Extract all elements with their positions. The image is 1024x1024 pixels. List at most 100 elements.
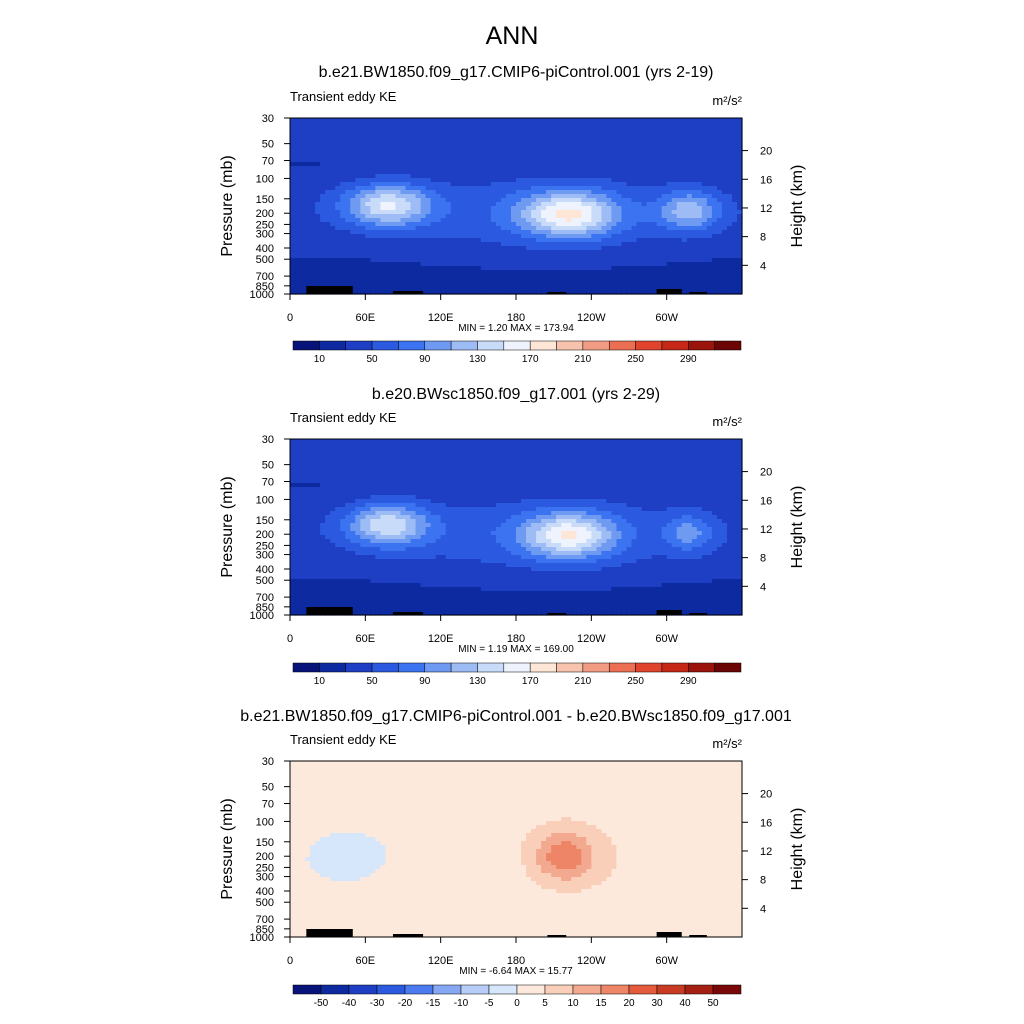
- contour-cell: [726, 174, 733, 179]
- contour-cell: [606, 166, 613, 171]
- contour-cell: [606, 455, 613, 460]
- contour-cell: [355, 250, 361, 255]
- contour-cell: [405, 122, 412, 127]
- contour-cell: [385, 439, 392, 444]
- colorbar-swatch: [503, 340, 531, 351]
- contour-cell: [295, 170, 301, 175]
- contour-cell: [335, 166, 341, 171]
- contour-cell: [335, 122, 341, 127]
- contour-cell: [516, 274, 522, 279]
- contour-cell: [736, 266, 743, 271]
- contour-cell: [596, 154, 602, 159]
- contour-cell: [340, 443, 346, 448]
- contour-cell: [561, 126, 567, 131]
- contour-cell: [666, 439, 673, 444]
- contour-cell: [395, 222, 402, 227]
- contour-cell: [295, 254, 301, 259]
- contour-cell: [365, 250, 371, 255]
- contour-cell: [450, 166, 457, 171]
- contour-cell: [571, 182, 577, 187]
- contour-cell: [460, 178, 467, 183]
- contour-cell: [591, 194, 597, 199]
- contour-cell: [390, 138, 397, 143]
- contour-cell: [365, 286, 371, 291]
- contour-cell: [566, 150, 572, 155]
- contour-cell: [345, 202, 351, 207]
- contour-cell: [541, 202, 547, 207]
- contour-cell: [305, 126, 311, 131]
- contour-cell: [475, 206, 482, 211]
- contour-cell: [510, 134, 517, 139]
- contour-cell: [380, 218, 387, 223]
- contour-cell: [395, 270, 402, 275]
- contour-cell: [531, 182, 537, 187]
- contour-cell: [646, 174, 653, 179]
- contour-cell: [325, 186, 331, 191]
- contour-cell: [410, 278, 417, 283]
- contour-cell: [500, 126, 507, 131]
- contour-cell: [556, 447, 562, 452]
- contour-cell: [721, 222, 728, 227]
- contour-cell: [365, 142, 371, 147]
- contour-cell: [420, 134, 427, 139]
- contour-cell: [470, 134, 477, 139]
- contour-cell: [681, 130, 688, 135]
- contour-cell: [696, 122, 703, 127]
- contour-cell: [490, 439, 497, 444]
- contour-cell: [641, 254, 648, 259]
- contour-cell: [666, 118, 673, 123]
- contour-cell: [290, 146, 296, 151]
- contour-cell: [455, 475, 462, 480]
- contour-cell: [706, 210, 713, 215]
- contour-cell: [360, 475, 366, 480]
- contour-cell: [606, 234, 613, 239]
- contour-cell: [485, 186, 492, 191]
- contour-cell: [666, 471, 673, 476]
- contour-cell: [701, 154, 708, 159]
- contour-cell: [395, 447, 402, 452]
- contour-cell: [355, 190, 361, 195]
- contour-cell: [636, 262, 643, 267]
- contour-cell: [676, 274, 683, 279]
- contour-cell: [330, 463, 336, 468]
- contour-cell: [576, 150, 582, 155]
- contour-cell: [360, 238, 366, 243]
- contour-cell: [335, 254, 341, 259]
- contour-cell: [666, 230, 673, 235]
- contour-cell: [290, 278, 296, 283]
- contour-cell: [375, 471, 381, 476]
- contour-cell: [395, 282, 402, 287]
- contour-cell: [571, 194, 577, 199]
- contour-cell: [521, 238, 527, 243]
- contour-cell: [611, 218, 618, 223]
- contour-cell: [616, 154, 623, 159]
- contour-cell: [445, 262, 452, 267]
- contour-cell: [646, 178, 653, 183]
- contour-cell: [440, 218, 447, 223]
- contour-cell: [440, 142, 447, 147]
- contour-cell: [606, 254, 613, 259]
- contour-cell: [465, 459, 472, 464]
- contour-cell: [526, 439, 532, 444]
- contour-cell: [736, 194, 743, 199]
- contour-cell: [420, 142, 427, 147]
- contour-cell: [526, 471, 532, 476]
- contour-cell: [706, 206, 713, 211]
- contour-cell: [345, 274, 351, 279]
- contour-cell: [716, 274, 723, 279]
- contour-cell: [721, 210, 728, 215]
- contour-cell: [325, 194, 331, 199]
- contour-cell: [455, 234, 462, 239]
- contour-cell: [521, 134, 527, 139]
- contour-cell: [435, 166, 442, 171]
- contour-cell: [395, 126, 402, 131]
- contour-cell: [576, 142, 582, 147]
- contour-cell: [616, 178, 623, 183]
- contour-cell: [611, 250, 618, 255]
- contour-cell: [531, 118, 537, 123]
- contour-cell: [410, 146, 417, 151]
- contour-cell: [415, 214, 422, 219]
- contour-cell: [370, 170, 376, 175]
- contour-cell: [430, 178, 437, 183]
- contour-cell: [591, 250, 597, 255]
